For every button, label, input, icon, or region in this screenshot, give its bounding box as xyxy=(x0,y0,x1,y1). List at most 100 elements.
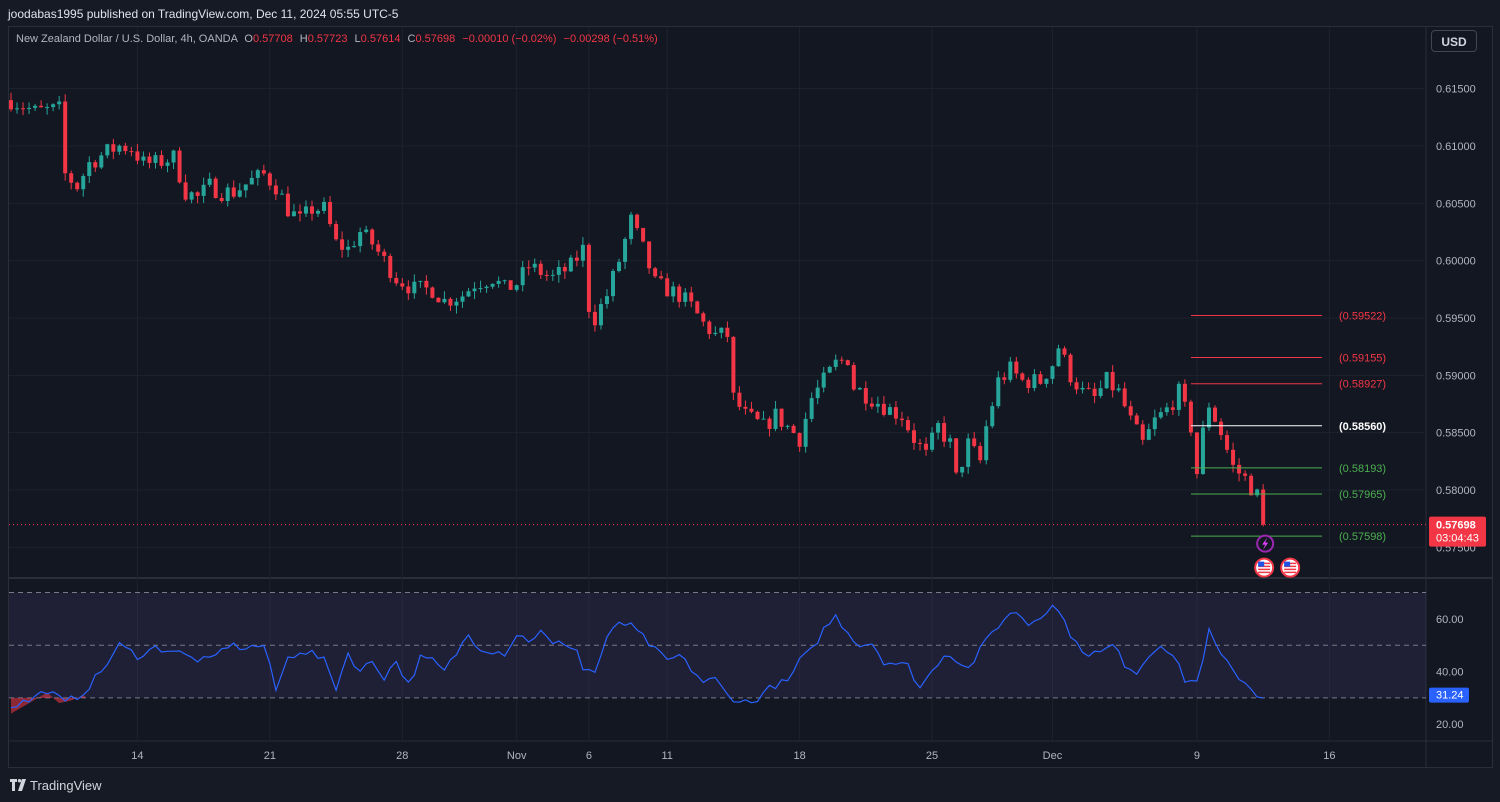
candle-body xyxy=(237,190,242,197)
candle-body xyxy=(87,162,92,176)
level-lines: (0.59522) (0.59155) (0.58927) (0.58560) (0.5… xyxy=(9,310,1426,543)
time-tick-label: 28 xyxy=(396,750,408,762)
candle-body xyxy=(984,426,989,461)
candle-body xyxy=(171,150,176,163)
price-tick-label: 0.58000 xyxy=(1436,485,1476,497)
time-tick-label: 25 xyxy=(926,750,938,762)
publisher-line: joodabas1995 published on TradingView.co… xyxy=(8,7,399,21)
us-flag-event-icon[interactable] xyxy=(1254,557,1275,578)
currency-button[interactable]: USD xyxy=(1431,30,1477,52)
candle-body xyxy=(924,443,929,450)
rsi-background-band xyxy=(9,592,1426,698)
lightning-icon[interactable] xyxy=(1256,534,1275,553)
candle-body xyxy=(1104,371,1109,389)
candle-body xyxy=(731,336,736,393)
candle-body xyxy=(310,206,314,214)
candle-body xyxy=(213,178,218,198)
legend-high-value: 0.57723 xyxy=(307,33,348,45)
legend-open-value: 0.57708 xyxy=(252,33,293,45)
candle-body xyxy=(514,285,519,290)
price-tick-label: 0.61500 xyxy=(1436,84,1476,96)
candle-body xyxy=(1032,374,1037,389)
candle-body xyxy=(135,151,140,161)
tradingview-logo[interactable]: TradingView xyxy=(10,778,102,793)
level-label: (0.58560) xyxy=(1339,421,1386,433)
price-tick-label: 0.58500 xyxy=(1436,428,1476,440)
candle-body xyxy=(273,185,278,195)
candle-body xyxy=(430,287,435,298)
candle-body xyxy=(1146,429,1151,440)
candle-body xyxy=(370,229,375,245)
candle-body xyxy=(1050,366,1055,379)
time-tick-label: 9 xyxy=(1194,750,1200,762)
rsi-indicator xyxy=(10,604,1264,714)
candle-body xyxy=(586,244,591,312)
candle-body xyxy=(1098,388,1103,396)
candle-body xyxy=(1206,407,1211,428)
time-tick-label: 6 xyxy=(586,750,592,762)
level-label: (0.58193) xyxy=(1339,463,1386,475)
candle-body xyxy=(225,187,230,202)
candle-body xyxy=(568,257,573,272)
candle-body xyxy=(448,298,453,306)
candle-body xyxy=(340,239,345,250)
candle-body xyxy=(255,170,260,178)
candle-body xyxy=(707,321,712,335)
candle-body xyxy=(990,406,995,427)
candle-body xyxy=(918,442,923,444)
candle-body xyxy=(177,150,182,183)
us-flag-event-icon[interactable] xyxy=(1280,557,1301,578)
candle-body xyxy=(779,408,784,427)
time-tick-label: 18 xyxy=(793,750,805,762)
candle-body xyxy=(484,286,489,289)
candle-body xyxy=(791,425,796,434)
legend-change-session: −0.00298 (−0.51%) xyxy=(563,33,658,45)
candle-body xyxy=(857,388,862,390)
candle-body xyxy=(249,177,254,185)
chart-frame[interactable] xyxy=(8,26,1493,768)
candle-body xyxy=(1164,407,1169,413)
candle-body xyxy=(671,286,676,297)
candle-body xyxy=(1056,348,1061,367)
bottom-bar xyxy=(0,768,1500,802)
candle-body xyxy=(839,359,844,361)
candle-body xyxy=(912,430,916,443)
candle-body xyxy=(574,257,579,261)
candle-body xyxy=(454,301,459,306)
candle-body xyxy=(598,304,603,326)
candle-body xyxy=(436,297,441,303)
candle-body xyxy=(165,162,170,166)
candle-body xyxy=(129,151,134,153)
candle-body xyxy=(641,227,646,242)
candle-body xyxy=(689,292,694,302)
candle-body xyxy=(303,206,308,214)
candle-body xyxy=(1225,435,1230,450)
candle-body xyxy=(57,101,62,105)
candle-body xyxy=(51,104,56,108)
candle-body xyxy=(743,406,748,409)
candle-body xyxy=(936,423,941,433)
price-tick-label: 0.60000 xyxy=(1436,256,1476,268)
candle-body xyxy=(845,360,850,366)
chart-canvas[interactable]: (0.59522) (0.59155) (0.58927) (0.58560) (0.5… xyxy=(0,0,1493,768)
candle-body xyxy=(761,418,766,420)
candle-body xyxy=(1182,383,1187,402)
last-price-value: 0.57698 xyxy=(1436,520,1476,532)
candle-body xyxy=(647,241,652,269)
candle-body xyxy=(1213,407,1217,422)
candle-body xyxy=(388,255,393,278)
candle-body xyxy=(508,280,513,290)
candle-body xyxy=(322,201,327,211)
candle-body xyxy=(677,286,682,302)
candle-body xyxy=(1231,449,1236,465)
candle-body xyxy=(1243,473,1248,476)
legend-high-label: H xyxy=(299,33,308,45)
bar-countdown: 03:04:43 xyxy=(1436,533,1479,545)
candle-body xyxy=(105,144,110,156)
candle-body xyxy=(1074,382,1079,390)
event-markers[interactable] xyxy=(1254,534,1301,578)
candle-body xyxy=(960,466,965,473)
candle-body xyxy=(472,288,477,292)
flag-canton xyxy=(1284,561,1291,567)
candle-body xyxy=(526,267,531,269)
